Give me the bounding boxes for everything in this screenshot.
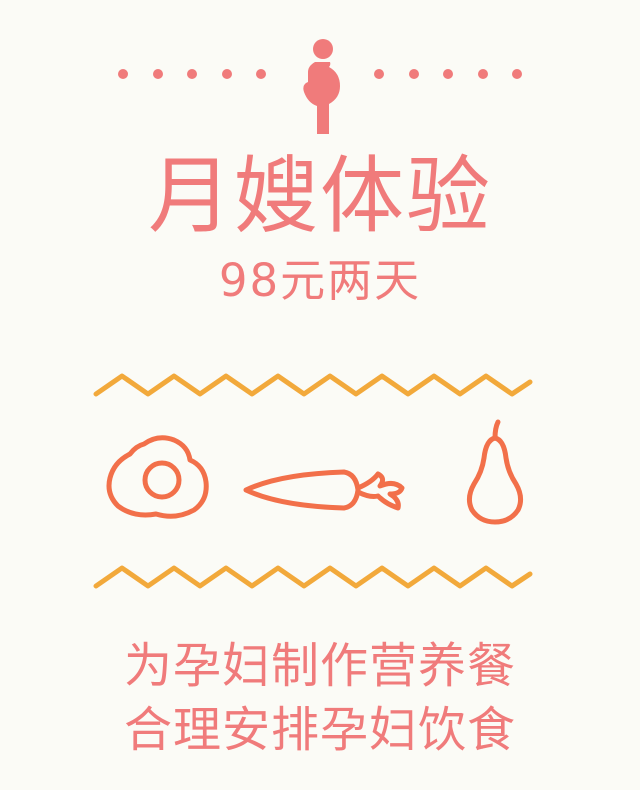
dot-row-left xyxy=(118,67,266,81)
dot xyxy=(221,69,232,79)
zigzag-divider-bottom xyxy=(93,565,533,589)
carrot-icon xyxy=(243,469,405,511)
page-title: 月嫂体验 xyxy=(147,147,492,245)
dot xyxy=(477,69,488,79)
pregnant-woman-icon xyxy=(303,39,340,134)
zigzag-divider-top xyxy=(93,373,533,397)
pear-icon xyxy=(466,419,524,525)
dot xyxy=(408,69,419,79)
dot xyxy=(256,69,266,79)
dot-row-right xyxy=(374,67,522,81)
description-line-1: 为孕妇制作营养餐 xyxy=(123,638,516,694)
fried-egg-icon xyxy=(106,435,209,519)
dot xyxy=(152,69,163,79)
description-line-2: 合理安排孕妇饮食 xyxy=(123,702,516,758)
dot xyxy=(187,69,197,79)
price-subtitle: 98元两天 xyxy=(218,254,422,307)
dot xyxy=(374,69,384,79)
dot xyxy=(512,69,522,79)
dot xyxy=(443,69,453,79)
dot xyxy=(118,69,128,79)
